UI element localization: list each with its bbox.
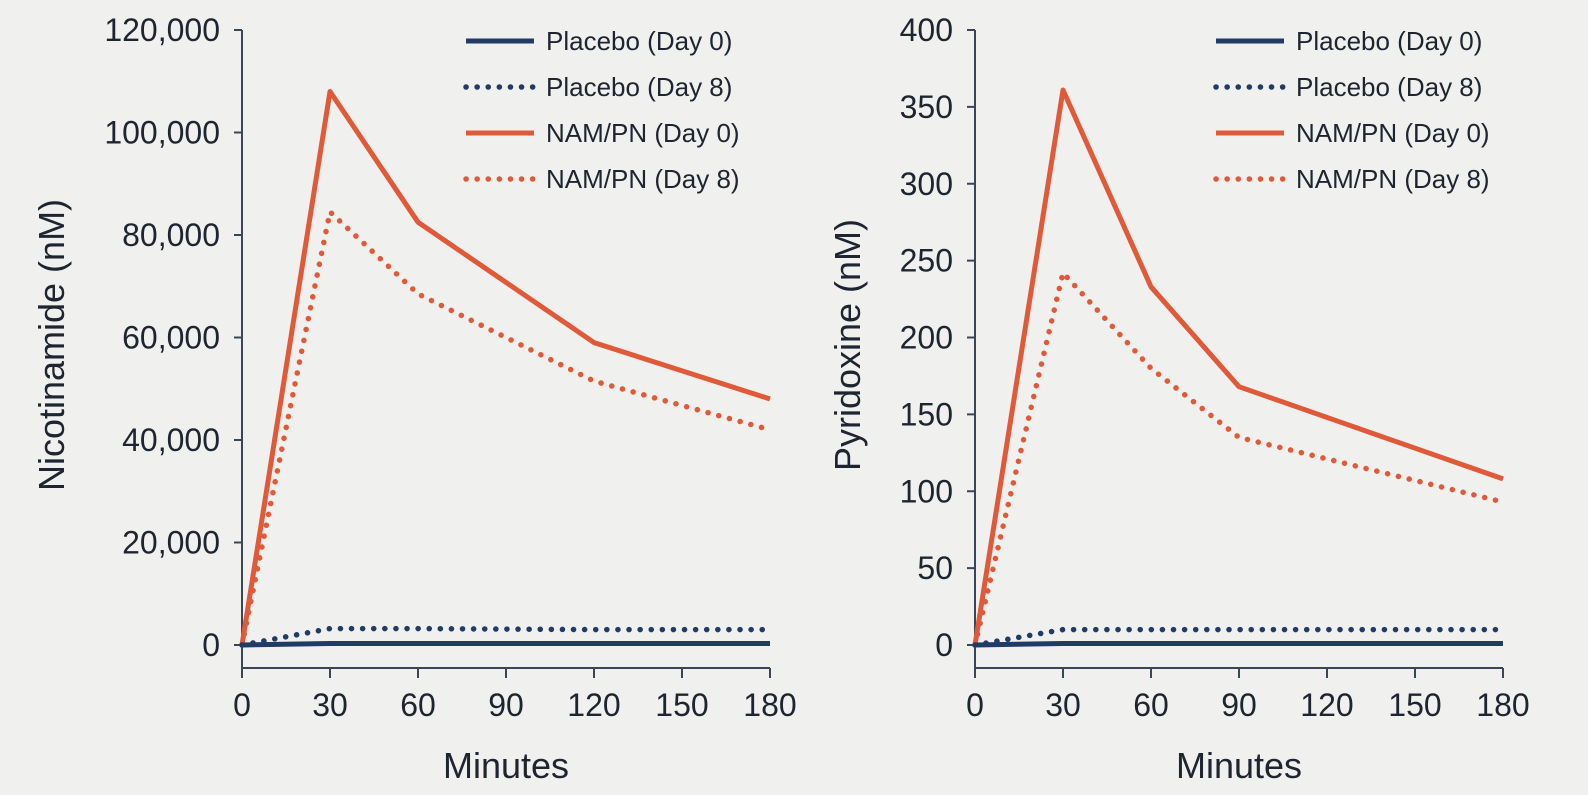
legend-label-placebo-day-8: Placebo (Day 8)	[546, 72, 732, 102]
y-tick-label: 40,000	[122, 422, 220, 458]
y-tick-label: 120,000	[104, 12, 220, 48]
x-tick-label: 60	[1133, 687, 1169, 723]
y-tick-label: 20,000	[122, 525, 220, 561]
nicotinamide-chart: 0 20,000 40,000 60,000 80,000 100,000 120,000 0…	[31, 12, 797, 786]
y-tick-label: 50	[917, 550, 953, 586]
x-tick-label: 90	[1221, 687, 1257, 723]
y-tick-label: 0	[202, 627, 220, 663]
y-tick-label: 100	[900, 473, 953, 509]
x-axis-title: Minutes	[443, 745, 569, 786]
y-tick-label: 200	[900, 320, 953, 356]
x-tick-label: 150	[1388, 687, 1441, 723]
x-tick-label: 120	[567, 687, 620, 723]
y-tick-label: 150	[900, 396, 953, 432]
pyridoxine-chart: 0 50 100 150 200 250 300 350 400 0 30 60 90 120 150 180…	[827, 12, 1530, 786]
x-tick-label: 180	[1476, 687, 1529, 723]
y-tick-label: 350	[900, 89, 953, 125]
x-axis-title: Minutes	[1176, 745, 1302, 786]
legend-label-placebo-day-8: Placebo (Day 8)	[1296, 72, 1482, 102]
legend-label-nam-pn-day-0: NAM/PN (Day 0)	[546, 118, 740, 148]
y-tick-label: 60,000	[122, 320, 220, 356]
nicotinamide-axis-title: Nicotinamide (nM)	[31, 199, 72, 491]
x-tick-label: 90	[488, 687, 524, 723]
x-tick-label: 30	[312, 687, 348, 723]
y-tick-label: 250	[900, 243, 953, 279]
x-tick-label: 180	[743, 687, 796, 723]
x-tick-label: 0	[233, 687, 251, 723]
y-tick-label: 300	[900, 166, 953, 202]
legend-label-placebo-day-0: Placebo (Day 0)	[1296, 26, 1482, 56]
y-tick-label: 100,000	[104, 115, 220, 151]
legend-label-nam-pn-day-8: NAM/PN (Day 8)	[546, 164, 740, 194]
legend-label-placebo-day-0: Placebo (Day 0)	[546, 26, 732, 56]
series-line-placebo-day-0	[974, 641, 1503, 648]
series-line-placebo-day-0	[241, 641, 770, 648]
x-tick-label: 60	[400, 687, 436, 723]
x-tick-label: 120	[1300, 687, 1353, 723]
series-line-nam-pn-day-8	[972, 270, 1506, 648]
legend-label-nam-pn-day-0: NAM/PN (Day 0)	[1296, 118, 1490, 148]
x-tick-label: 150	[655, 687, 708, 723]
y-tick-label: 0	[935, 627, 953, 663]
series-line-nam-pn-day-8	[239, 209, 773, 648]
x-tick-label: 0	[966, 687, 984, 723]
legend-label-nam-pn-day-8: NAM/PN (Day 8)	[1296, 164, 1490, 194]
y-tick-label: 400	[900, 12, 953, 48]
y-tick-label: 80,000	[122, 217, 220, 253]
pyridoxine-axis-title: Pyridoxine (nM)	[827, 219, 868, 471]
x-tick-label: 30	[1045, 687, 1081, 723]
